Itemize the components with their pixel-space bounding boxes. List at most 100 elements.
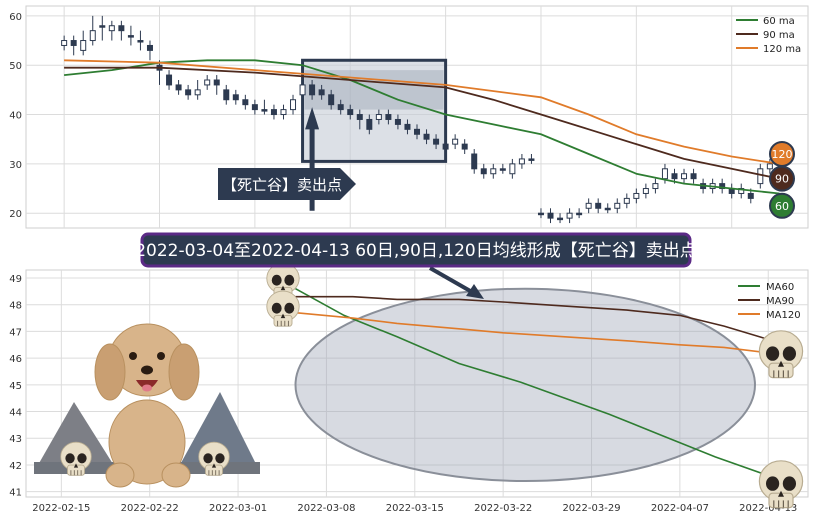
bottom-ma-line-1: [295, 295, 787, 343]
bottom-xtick-label: 2022-03-29: [562, 503, 620, 514]
candle-body: [347, 109, 354, 116]
skull-nose: [211, 463, 217, 468]
skull-eye: [65, 453, 75, 464]
candle-body: [719, 183, 726, 190]
candle-body: [528, 158, 535, 161]
bottom-xtick-label: 2022-03-01: [209, 503, 267, 514]
candle-body: [299, 84, 306, 96]
poodle-paw: [161, 462, 191, 488]
sell-point-label: 【死亡谷】卖出点: [218, 168, 356, 200]
candle-body: [671, 173, 678, 180]
candle-body: [681, 173, 688, 180]
candle-body: [309, 84, 316, 96]
candle-body: [118, 25, 125, 32]
poodle-paw: [105, 462, 135, 488]
bottom-legend-label: MA90: [766, 296, 794, 307]
candle-body: [328, 94, 335, 106]
skull-eye: [77, 453, 87, 464]
bottom-ytick-label: 48: [9, 301, 22, 312]
candle-body: [423, 133, 430, 140]
candle-body: [356, 114, 363, 120]
skull-icon: [198, 441, 230, 476]
candle-body: [175, 84, 182, 91]
candle-body: [576, 212, 583, 216]
top-ytick-label: 40: [9, 111, 22, 122]
ma-badge-label: 90: [775, 173, 789, 186]
candle-body: [614, 202, 621, 209]
bottom-ytick-label: 47: [9, 327, 22, 338]
candle-body: [337, 104, 344, 111]
poodle-eye: [129, 352, 137, 360]
bottom-ma-line-0: [295, 287, 787, 485]
bottom-ytick-label: 42: [9, 461, 22, 472]
skull-eye: [215, 453, 225, 464]
candle-body: [366, 118, 373, 130]
poodle-ear: [168, 343, 200, 401]
candle-body: [280, 109, 287, 116]
bottom-ytick-label: 46: [9, 354, 22, 365]
candle-body: [89, 30, 96, 42]
candle-body: [385, 114, 392, 120]
candle-body: [595, 202, 602, 209]
candle-body: [318, 89, 325, 96]
candle-body: [146, 44, 153, 51]
candle-body: [747, 192, 754, 199]
poodle-tongue: [142, 384, 152, 392]
bottom-legend: MA60 MA90 MA120: [738, 282, 801, 321]
candle-body: [404, 123, 411, 130]
poodle-body: [108, 399, 186, 485]
candle-body: [585, 202, 592, 209]
top-ytick-label: 50: [9, 61, 22, 72]
candle-body: [137, 40, 144, 43]
skull-eye: [284, 302, 295, 314]
top-ytick-label: 20: [9, 209, 22, 220]
top-ma-line-1: [64, 66, 780, 180]
candle-body: [604, 207, 611, 211]
decorations: [34, 262, 804, 509]
poodle-eye: [157, 352, 165, 360]
candle-body: [261, 109, 268, 112]
bottom-xtick-label: 2022-04-07: [651, 503, 709, 514]
top-ma-line-2: [64, 59, 780, 165]
skull-nose: [280, 285, 286, 291]
banner-arrow-shaft: [429, 266, 473, 294]
candle-body: [537, 212, 544, 216]
top-panel: 20 30 40 50 60 60 ma 90 ma 120 ma 120 90 60: [9, 5, 809, 229]
top-ytick-label: 60: [9, 12, 22, 23]
bottom-xtick-label: 2022-02-22: [121, 503, 179, 514]
ma-badge-label: 60: [775, 200, 789, 213]
top-legend-label: 90 ma: [763, 30, 795, 41]
bottom-xtick-label: 2022-03-15: [386, 503, 444, 514]
candle-body: [223, 89, 230, 101]
candle-body: [461, 143, 468, 150]
ma-badge: [769, 192, 795, 219]
candle-body: [375, 114, 382, 120]
candle-body: [204, 79, 211, 86]
skull-nose: [280, 313, 286, 319]
candle-body: [547, 212, 554, 219]
candle-body: [566, 212, 573, 219]
mountain-left: [34, 402, 118, 472]
candle-body: [490, 168, 497, 175]
candle-body: [99, 25, 106, 28]
top-legend-label: 60 ma: [763, 16, 795, 27]
poodle-illustration: [94, 323, 200, 488]
candle-body: [766, 163, 773, 170]
ma-badge: [769, 165, 795, 192]
skull-eye: [203, 453, 213, 464]
candle-body: [251, 104, 258, 111]
candle-body: [518, 158, 525, 165]
candle-body: [738, 188, 745, 194]
candle-body: [661, 168, 668, 180]
candle-body: [61, 40, 68, 46]
candle-body: [633, 192, 640, 199]
skull-icon: [60, 441, 92, 476]
mountain-right: [176, 392, 260, 472]
candle-body: [108, 25, 115, 32]
skull-eye: [782, 476, 796, 491]
candle-body: [652, 183, 659, 190]
candle-body: [690, 173, 697, 180]
candle-body: [70, 40, 77, 46]
sell-arrow-head: [305, 107, 320, 130]
